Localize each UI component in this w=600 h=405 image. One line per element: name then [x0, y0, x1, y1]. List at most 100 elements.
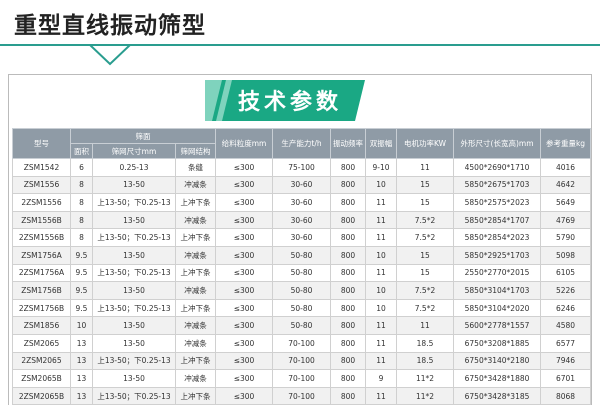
table-cell: 条缝 [174, 158, 217, 177]
table-cell: 5649 [540, 193, 592, 212]
table-row: 2ZSM1556B 8 上13-50；下0.25-13 上冲下条 ≤300 30-60 80… [12, 228, 592, 247]
table-cell: 13-50 [92, 369, 176, 388]
table-cell: 13-50 [92, 316, 176, 335]
table-cell: ZSM1542 [12, 158, 71, 177]
table-row: 2ZSM1556 8 上13-50；下0.25-13 上冲下条 ≤300 30-60 800… [12, 193, 592, 212]
table-cell: 7.5*2 [396, 281, 455, 300]
table-cell: 800 [330, 386, 367, 405]
table-cell: 6246 [540, 298, 592, 318]
table-cell: 11 [365, 351, 398, 371]
table-cell: 上冲下条 [174, 386, 217, 405]
table-cell: 6750*3428*1880 [453, 369, 542, 388]
banner-stripe [205, 80, 222, 121]
table-cell: ≤300 [215, 333, 274, 353]
table-cell: 5600*2778*1557 [453, 316, 542, 335]
table-cell: 2ZSM1756A [12, 263, 71, 283]
table-cell: 13-50 [92, 175, 176, 195]
table-cell: 2ZSM1556B [12, 228, 71, 247]
table-row: ZSM1556B 8 13-50 冲减条 ≤300 30-60 800 11 7.5*2 5850… [12, 210, 592, 230]
spec-table: 型号 筛面 给料粒度mm 生产能力t/h 振动频率 双振幅 电机功率KW 外形尺寸(长宽高)m… [12, 128, 592, 405]
header-cell: 型号 [12, 128, 71, 159]
table-cell: ≤300 [215, 158, 274, 177]
table-cell: 6577 [540, 333, 592, 353]
table-cell: ≤300 [215, 228, 274, 247]
table-cell: ZSM1556B [12, 210, 71, 230]
header-cell: 筛网结构 [174, 143, 217, 159]
table-cell: ZSM2065 [12, 333, 71, 353]
table-cell: 50-80 [272, 281, 332, 300]
table-cell: 13 [70, 369, 93, 388]
table-cell: ≤300 [215, 386, 274, 405]
table-row: 2ZSM2065B 13 上13-50；下0.25-13 上冲下条 ≤300 70-100… [12, 386, 592, 405]
table-cell: 上冲下条 [174, 228, 217, 247]
table-row: ZSM1556 8 13-50 冲减条 ≤300 30-60 800 10 15 5850*267… [12, 175, 592, 195]
table-cell: 上冲下条 [174, 263, 217, 283]
table-cell: 2ZSM1556 [12, 193, 71, 212]
table-cell: 9.5 [70, 298, 93, 318]
table-cell: 70-100 [272, 351, 332, 371]
table-cell: 5850*3104*1703 [453, 281, 542, 300]
header-cell: 筛面 [69, 128, 217, 144]
table-cell: 5850*3104*2020 [453, 298, 542, 318]
header-row: 面积 筛网尺寸mm 筛网结构 [13, 143, 591, 159]
table-cell: 冲减条 [174, 175, 217, 195]
table-cell: 5850*2675*1703 [453, 175, 542, 195]
table-row: ZSM2065B 13 13-50 冲减条 ≤300 70-100 800 9 11*2 6750… [12, 369, 592, 388]
table-cell: 50-80 [272, 245, 332, 265]
table-row: ZSM1542 6 0.25-13 条缝 ≤300 75-100 800 9-10 11 4500… [12, 158, 592, 177]
table-cell: 8 [70, 228, 93, 247]
header-cell: 给料粒度mm [215, 128, 274, 159]
table-cell: 800 [330, 281, 367, 300]
table-cell: 7.5*2 [396, 210, 455, 230]
table-cell: 50-80 [272, 263, 332, 283]
table-cell: 6750*3208*1885 [453, 333, 542, 353]
table-row: 2ZSM1756B 9.5 上13-50；下0.25-13 上冲下条 ≤300 50-80… [12, 298, 592, 318]
table-cell: 800 [330, 263, 367, 283]
table-cell: 5850*2575*2023 [453, 193, 542, 212]
table-cell: 上13-50；下0.25-13 [92, 228, 176, 247]
header-cell: 面积 [70, 143, 93, 159]
table-cell: 800 [330, 351, 367, 371]
table-cell: 6701 [540, 369, 592, 388]
table-cell: 800 [330, 369, 367, 388]
table-cell: 上13-50；下0.25-13 [92, 386, 176, 405]
table-cell: 13-50 [92, 210, 176, 230]
table-cell: 冲减条 [174, 369, 217, 388]
table-cell: 800 [330, 245, 367, 265]
table-row: ZSM2065 13 13-50 冲减条 ≤300 70-100 800 11 18.5 6750… [12, 333, 592, 353]
table-cell: 上冲下条 [174, 351, 217, 371]
table-cell: 冲减条 [174, 333, 217, 353]
table-cell: 13 [70, 386, 93, 405]
table-cell: 9.5 [70, 245, 93, 265]
table-cell: 11 [365, 210, 398, 230]
table-cell: 5850*2854*2023 [453, 228, 542, 247]
table-cell: 6 [70, 158, 93, 177]
page-title: 重型直线振动筛型 [14, 13, 206, 39]
table-cell: ≤300 [215, 369, 274, 388]
table-cell: ≤300 [215, 263, 274, 283]
table-cell: 6750*3428*3185 [453, 386, 542, 405]
table-cell: 9-10 [365, 158, 398, 177]
header-cell: 外形尺寸(长宽高)mm [453, 128, 542, 159]
table-cell: 8 [70, 210, 93, 230]
table-cell: 8 [70, 175, 93, 195]
table-cell: 11 [396, 158, 455, 177]
table-cell: 11 [365, 333, 398, 353]
table-row: ZSM1756B 9.5 13-50 冲减条 ≤300 50-80 800 10 7.5*2 58… [12, 281, 592, 300]
table-cell: 13 [70, 333, 93, 353]
header-cell: 生产能力t/h [272, 128, 332, 159]
table-cell: 7.5*2 [396, 228, 455, 247]
table-cell: 13 [70, 351, 93, 371]
table-cell: 11*2 [396, 386, 455, 405]
table-cell: 800 [330, 175, 367, 195]
table-cell: ≤300 [215, 316, 274, 335]
table-cell: ≤300 [215, 298, 274, 318]
header-cell: 双振幅 [365, 128, 398, 159]
header-cell: 筛网尺寸mm [92, 143, 176, 159]
table-cell: 70-100 [272, 386, 332, 405]
table-cell: 4500*2690*1710 [453, 158, 542, 177]
table-cell: 10 [365, 298, 398, 318]
table-cell: 冲减条 [174, 210, 217, 230]
table-cell: 15 [396, 175, 455, 195]
